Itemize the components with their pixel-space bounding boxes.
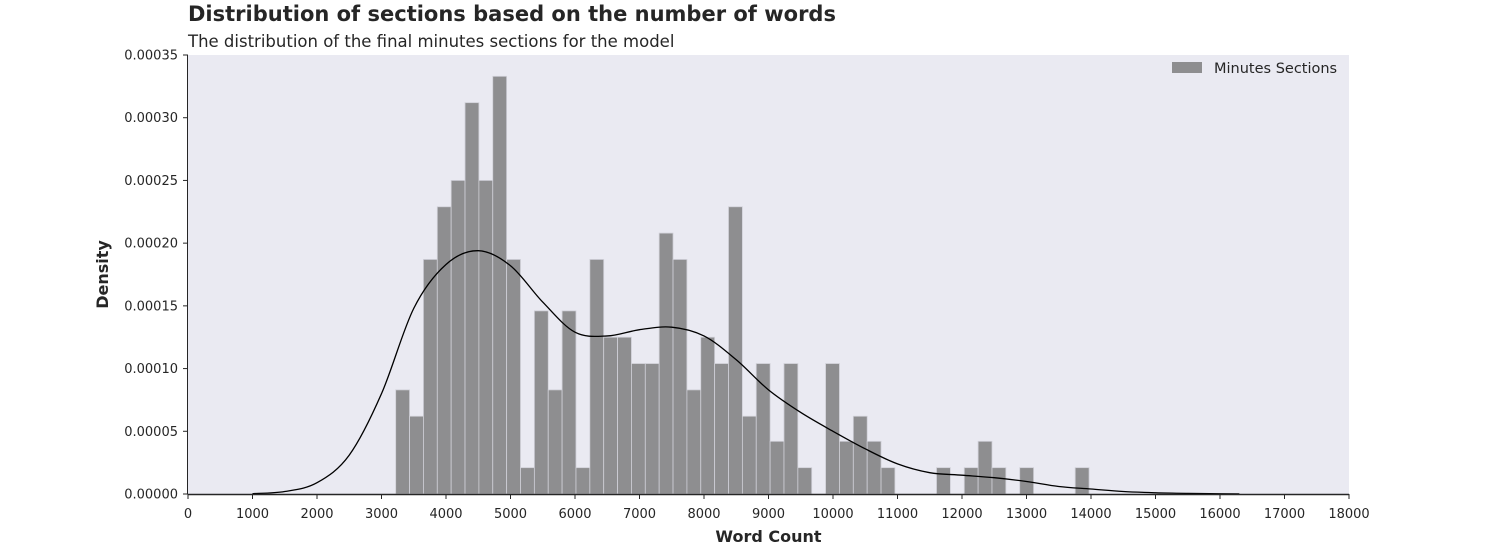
x-tick-label: 15000 [1135, 507, 1176, 522]
x-tick-label: 13000 [1006, 507, 1047, 522]
histogram-bar [450, 180, 466, 495]
histogram-bar [769, 440, 785, 495]
legend-swatch [1172, 62, 1202, 73]
histogram-bar [755, 363, 771, 495]
x-tick-label: 7000 [623, 507, 656, 522]
histogram-bar [423, 259, 438, 495]
histogram-bar [520, 467, 535, 495]
y-axis-label: Density [93, 240, 112, 309]
histogram-bar [561, 310, 577, 495]
x-tick-label: 18000 [1328, 507, 1369, 522]
histogram-bar [963, 467, 979, 495]
histogram-bar [686, 389, 702, 495]
x-tick-label: 14000 [1070, 507, 1111, 522]
y-tick-label: 0.00030 [124, 111, 178, 126]
histogram-bar [977, 440, 993, 495]
histogram-bar [936, 467, 951, 495]
histogram-bar [741, 415, 757, 495]
histogram-bar [506, 259, 521, 495]
y-axis: 0.00000 0.00005 0.00010 0.00015 0.00020 0.000… [124, 49, 188, 503]
histogram-bar [880, 467, 896, 495]
histogram-bar [852, 415, 868, 495]
density-curve [252, 250, 1240, 495]
histogram-bar [603, 336, 618, 495]
histogram-bar [436, 206, 452, 495]
histogram-bar [547, 389, 563, 495]
y-tick-label: 0.00020 [124, 237, 178, 252]
y-tick-label: 0.00015 [124, 299, 178, 314]
x-axis-label: Word Count [715, 527, 822, 546]
histogram-bars [395, 75, 1090, 495]
x-tick-label: 8000 [687, 507, 720, 522]
x-tick-label: 12000 [941, 507, 982, 522]
histogram-bar [728, 206, 743, 495]
x-tick-label: 6000 [558, 507, 591, 522]
y-tick-label: 0.00010 [124, 362, 178, 377]
histogram-bar [478, 180, 494, 495]
histogram-bar [866, 440, 882, 495]
histogram-bar [589, 259, 605, 495]
x-axis: 0 1000 2000 3000 4000 5000 6000 7000 8000 9000 100… [184, 493, 1370, 522]
y-tick-label: 0.00025 [124, 174, 178, 189]
x-tick-label: 9000 [752, 507, 785, 522]
histogram-bar [464, 102, 480, 495]
y-tick-label: 0.00035 [124, 49, 178, 64]
histogram-bar [700, 336, 716, 495]
x-tick-label: 11000 [877, 507, 918, 522]
x-tick-label: 4000 [429, 507, 462, 522]
histogram-bar [533, 310, 549, 495]
histogram-bar [617, 336, 632, 495]
x-tick-label: 1000 [236, 507, 269, 522]
x-tick-label: 5000 [494, 507, 527, 522]
x-tick-label: 3000 [365, 507, 398, 522]
x-tick-label: 0 [184, 507, 192, 522]
histogram-bar [395, 389, 410, 495]
histogram-bar [644, 363, 660, 495]
histogram-bar [839, 440, 854, 495]
x-tick-label: 2000 [300, 507, 333, 522]
histogram-bar [714, 363, 729, 495]
histogram-bar [631, 363, 646, 495]
histogram-bar [672, 259, 688, 495]
histogram-bar [409, 415, 424, 495]
y-tick-label: 0.00000 [124, 488, 178, 503]
histogram-bar [492, 75, 508, 495]
histogram-bar [658, 232, 674, 495]
x-tick-label: 10000 [812, 507, 853, 522]
y-tick-label: 0.00005 [124, 425, 178, 440]
chart-title: Distribution of sections based on the nu… [188, 2, 836, 26]
histogram-bar [991, 467, 1007, 495]
legend: Minutes Sections [1172, 61, 1337, 77]
x-tick-label: 16000 [1199, 507, 1240, 522]
histogram-bar [797, 467, 813, 495]
histogram-bar [783, 363, 799, 495]
histogram-bar [1074, 467, 1090, 495]
x-tick-label: 17000 [1264, 507, 1305, 522]
histogram-bar [575, 467, 591, 495]
chart-subtitle: The distribution of the final minutes se… [188, 32, 675, 51]
legend-label-minutes-sections: Minutes Sections [1214, 61, 1337, 77]
